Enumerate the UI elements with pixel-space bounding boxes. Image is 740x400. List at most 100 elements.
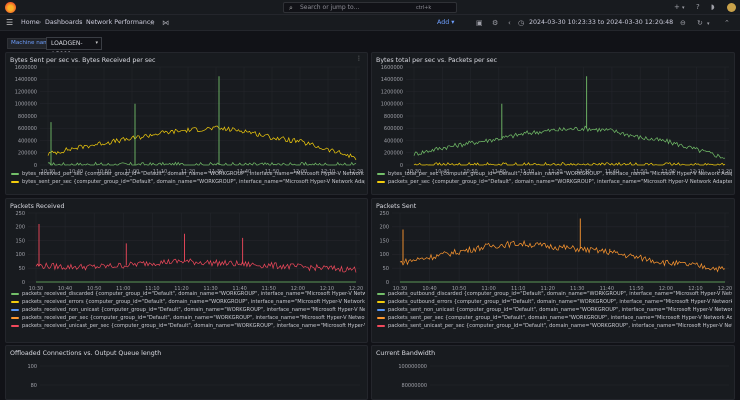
legend-item[interactable]: packets_outbound_discarded {computer_gro…: [376, 290, 732, 298]
clock-icon[interactable]: ◷: [518, 19, 525, 27]
legend-item[interactable]: packets_per_sec {computer_group_id="Defa…: [376, 178, 732, 186]
legend-item[interactable]: bytes_received_per_sec {computer_group_i…: [10, 170, 365, 178]
legend-item[interactable]: bytes_sent_per_sec {computer_group_id="D…: [10, 178, 365, 186]
x-tick-label: 12:10: [688, 286, 702, 292]
y-tick-label: 200000: [384, 151, 403, 157]
time-range-picker[interactable]: 2024-03-30 10:23:33 to 2024-03-30 12:20:…: [529, 19, 674, 26]
y-tick-label: 0: [22, 280, 25, 286]
panel-offloaded-connections[interactable]: Offloaded Connections vs. Output Queue l…: [5, 345, 368, 400]
x-tick-label: 12:20: [349, 169, 363, 175]
rss-icon[interactable]: ◗: [711, 3, 715, 11]
breadcrumb-home[interactable]: Home: [21, 19, 40, 26]
x-tick-label: 10:30: [29, 286, 43, 292]
chart-svg: 0 50 100 150 200 250 10:30 10:40 10:50 11:00 11:10…: [379, 211, 732, 292]
panel-current-bandwidth[interactable]: Current Bandwidth 100000000 80000000: [371, 345, 735, 400]
legend: bytes_received_per_sec {computer_group_i…: [10, 170, 365, 186]
legend-label: packets_sent_per_sec {computer_group_id=…: [388, 315, 732, 321]
y-tick-label: 200: [15, 225, 25, 231]
save-icon[interactable]: ▣: [476, 19, 483, 27]
share-icon[interactable]: ⋈: [162, 19, 169, 27]
collapse-icon[interactable]: ⌃: [724, 19, 730, 27]
y-tick-label: 80: [31, 383, 37, 389]
legend-swatch: [11, 301, 19, 303]
machine-name-select[interactable]: LOADGEN-AG000 ▾: [46, 37, 102, 58]
x-tick-label: 10:30: [393, 286, 407, 292]
legend-item[interactable]: bytes_total_per_sec {computer_group_id="…: [376, 170, 732, 178]
x-tick-label: 11:10: [520, 169, 534, 175]
zoom-out-icon[interactable]: ⊖: [680, 19, 686, 27]
legend-label: packets_per_sec {computer_group_id="Defa…: [388, 179, 732, 185]
menu-icon[interactable]: ☰: [6, 18, 14, 27]
legend-item[interactable]: packets_sent_non_unicast {computer_group…: [376, 306, 732, 314]
x-tick-label: 10:40: [435, 169, 449, 175]
legend-swatch: [377, 309, 385, 311]
legend-item[interactable]: packets_received_non_unicast {computer_g…: [10, 306, 365, 314]
y-tick-label: 100000000: [398, 364, 427, 370]
x-tick-label: 11:40: [605, 169, 619, 175]
panel-bytes-total-packets[interactable]: Bytes total per sec vs. Packets per sec …: [371, 52, 735, 195]
x-tick-label: 11:00: [116, 286, 130, 292]
star-icon[interactable]: ☆: [149, 19, 156, 27]
legend-item[interactable]: packets_outbound_errors {computer_group_…: [376, 298, 732, 306]
x-tick-label: 10:50: [97, 169, 111, 175]
add-button[interactable]: Add ▾: [437, 19, 455, 26]
x-tick-label: 12:00: [293, 169, 307, 175]
settings-icon[interactable]: ⚙: [492, 19, 499, 27]
y-tick-label: 200: [379, 225, 389, 231]
y-tick-label: 400000: [18, 138, 37, 144]
chevron-down-icon[interactable]: ▾: [682, 5, 685, 11]
x-tick-label: 11:10: [153, 169, 167, 175]
panel-packets-sent[interactable]: Packets Sent 0 50 100 150 200 250 10:30 10:40 10…: [371, 198, 735, 343]
y-tick-label: 250: [15, 211, 25, 217]
series-line: [413, 161, 726, 166]
x-tick-label: 11:30: [203, 286, 217, 292]
y-tick-label: 100: [379, 252, 389, 258]
legend-item[interactable]: packets_received_unicast_per_sec {comput…: [10, 322, 365, 330]
panel-packets-received[interactable]: Packets Received 0 50 100 150 200 250 10:30 10:…: [5, 198, 368, 343]
chevron-down-icon: ▾: [95, 40, 98, 46]
legend-item[interactable]: packets_received_per_sec {computer_group…: [10, 314, 365, 322]
x-tick-label: 11:00: [125, 169, 139, 175]
x-tick-label: 12:20: [718, 286, 732, 292]
refresh-interval-chevron-icon[interactable]: ▾: [707, 21, 710, 27]
legend-swatch: [377, 317, 385, 319]
x-tick-label: 11:20: [541, 286, 555, 292]
legend-swatch: [11, 317, 19, 319]
plus-icon[interactable]: +: [674, 3, 680, 11]
x-tick-label: 11:30: [576, 169, 590, 175]
panel-title: Packets Sent: [376, 203, 417, 210]
time-back-icon[interactable]: ‹: [508, 19, 511, 27]
legend-label: bytes_received_per_sec {computer_group_i…: [22, 171, 365, 177]
panel-title: Bytes total per sec vs. Packets per sec: [376, 57, 498, 64]
help-icon[interactable]: ?: [696, 3, 700, 11]
legend-item[interactable]: packets_sent_unicast_per_sec {computer_g…: [376, 322, 732, 330]
panel-bytes-sent-received[interactable]: Bytes Sent per sec vs. Bytes Received pe…: [5, 52, 368, 195]
x-tick-label: 10:50: [463, 169, 477, 175]
x-tick-label: 12:10: [320, 286, 334, 292]
grafana-logo-icon[interactable]: [5, 2, 16, 13]
refresh-icon[interactable]: ↻: [697, 19, 703, 27]
avatar[interactable]: [727, 3, 736, 12]
legend-label: packets_received_unicast_per_sec {comput…: [22, 323, 365, 329]
legend-label: packets_outbound_discarded {computer_gro…: [388, 291, 732, 297]
legend-item[interactable]: packets_received_errors {computer_group_…: [10, 298, 365, 306]
legend-swatch: [11, 173, 19, 175]
y-tick-label: 0: [400, 163, 403, 169]
legend-item[interactable]: packets_received_discarded {computer_gro…: [10, 290, 365, 298]
chart-svg: 100 80: [27, 364, 360, 389]
y-tick-label: 50: [19, 266, 25, 272]
y-tick-label: 1600000: [15, 65, 37, 71]
x-tick-label: 11:40: [232, 286, 246, 292]
legend-item[interactable]: packets_sent_per_sec {computer_group_id=…: [376, 314, 732, 322]
x-tick-label: 11:10: [145, 286, 159, 292]
search-icon: ⌕: [289, 4, 293, 12]
legend-label: packets_sent_non_unicast {computer_group…: [388, 307, 732, 313]
time-forward-icon[interactable]: ›: [661, 19, 664, 27]
x-tick-label: 11:30: [209, 169, 223, 175]
search-input[interactable]: ⌕ Search or jump to... ctrl+k: [283, 2, 457, 13]
breadcrumb-dashboards[interactable]: Dashboards: [45, 19, 83, 26]
panel-menu-icon[interactable]: ⋮: [356, 55, 362, 62]
x-tick-label: 11:10: [511, 286, 525, 292]
y-tick-label: 250: [379, 211, 389, 217]
y-tick-label: 0: [386, 280, 389, 286]
